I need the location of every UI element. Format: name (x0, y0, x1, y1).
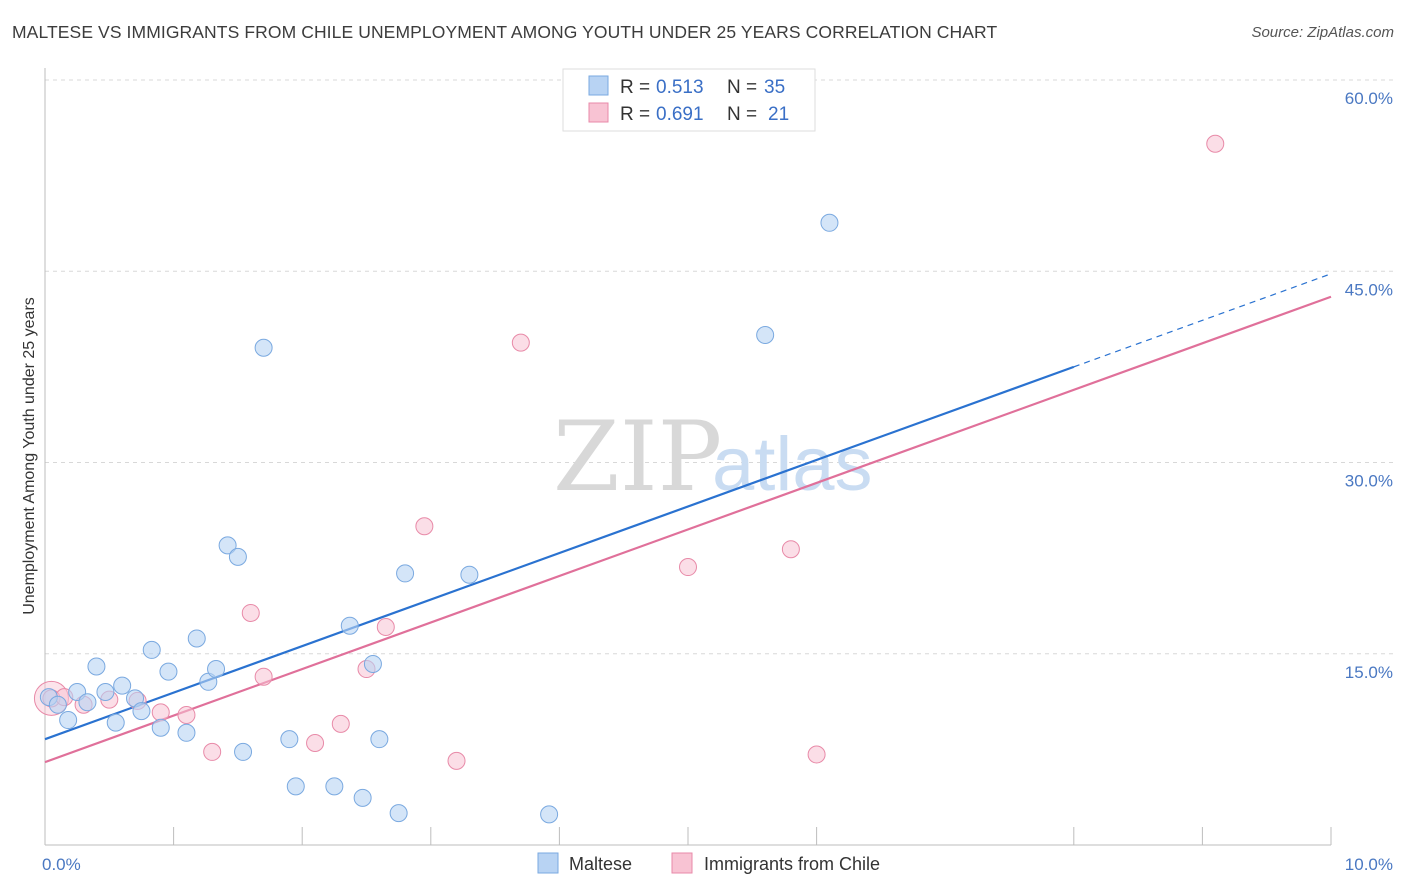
data-point-chile (679, 558, 697, 577)
data-point-maltese (286, 777, 305, 796)
source-credit: Source: ZipAtlas.com (1251, 24, 1394, 41)
data-point-maltese (159, 662, 178, 681)
data-point-maltese (78, 693, 97, 712)
data-point-maltese (228, 547, 247, 566)
data-point-maltese (142, 640, 161, 659)
data-point-maltese (396, 564, 415, 583)
legend-r-value: 0.513 (656, 77, 704, 98)
data-point-maltese (59, 711, 78, 730)
data-points (33, 134, 1225, 824)
data-point-maltese (389, 804, 408, 823)
data-point-maltese (96, 683, 115, 701)
legend-n-label: N = (727, 104, 757, 125)
bottom-legend-swatch-chile (671, 852, 693, 874)
data-point-maltese (353, 788, 372, 807)
data-point-maltese (820, 213, 839, 232)
data-point-maltese (48, 695, 67, 714)
data-point-maltese (113, 676, 132, 695)
data-point-maltese (254, 338, 273, 357)
data-point-maltese (460, 565, 479, 584)
legend-r-label: R = (620, 77, 650, 98)
data-point-maltese (187, 629, 206, 648)
data-point-maltese (280, 730, 299, 749)
trend-line-maltese-extension (1073, 273, 1332, 368)
x-tick-label: 0.0% (42, 855, 81, 874)
legend-n-value: 35 (764, 77, 785, 98)
legend-r-value: 0.691 (656, 104, 704, 125)
y-tick-label: 15.0% (1345, 663, 1393, 682)
data-point-maltese (218, 536, 237, 555)
y-tick-labels: 15.0% 30.0% 45.0% 60.0% (1345, 89, 1393, 682)
grid-lines (45, 79, 1395, 655)
watermark-zip: ZIP (553, 401, 722, 513)
data-point-maltese (177, 723, 196, 742)
legend-n-value: 21 (768, 104, 789, 125)
data-point-chile (241, 603, 260, 622)
legend-swatch-chile (588, 102, 609, 123)
x-tick-label: 10.0% (1345, 855, 1393, 874)
x-tick-labels: 0.0% 10.0% (42, 855, 1393, 874)
bottom-legend: Maltese Immigrants from Chile (537, 852, 880, 874)
y-tick-label: 30.0% (1345, 472, 1393, 491)
data-point-chile (781, 540, 800, 559)
chart-title: MALTESE VS IMMIGRANTS FROM CHILE UNEMPLO… (12, 22, 998, 42)
y-axis-label: Unemployment Among Youth under 25 years (21, 297, 38, 615)
data-point-chile (151, 703, 170, 722)
data-point-maltese (207, 660, 226, 679)
data-point-maltese (106, 713, 125, 732)
legend-swatch-maltese (588, 75, 609, 96)
bottom-legend-label-maltese: Maltese (569, 854, 632, 874)
y-tick-label: 60.0% (1345, 89, 1393, 108)
data-point-maltese (370, 730, 389, 749)
data-point-chile (177, 705, 196, 724)
data-point-chile (203, 742, 222, 761)
data-point-maltese (151, 718, 170, 737)
bottom-legend-label-chile: Immigrants from Chile (704, 854, 880, 874)
data-point-chile (254, 667, 273, 686)
data-point-maltese (132, 702, 151, 721)
trend-lines (44, 273, 1332, 764)
data-point-chile (331, 714, 350, 733)
axes (44, 68, 1332, 846)
trend-line-chile (44, 295, 1332, 764)
data-point-maltese (756, 326, 775, 344)
bottom-legend-swatch-maltese (537, 852, 559, 874)
data-point-chile (511, 333, 530, 352)
y-tick-label: 45.0% (1345, 280, 1393, 299)
data-point-maltese (325, 777, 344, 796)
data-point-maltese (87, 657, 106, 676)
data-point-chile (415, 517, 434, 536)
data-point-maltese (340, 616, 359, 635)
legend: R = 0.513 N = 35 R = 0.691 N = 21 (562, 68, 816, 132)
legend-r-label: R = (620, 104, 650, 125)
data-point-chile (447, 751, 466, 770)
data-point-chile (1206, 134, 1225, 153)
legend-n-label: N = (727, 77, 757, 98)
watermark-atlas: atlas (712, 422, 873, 507)
data-point-chile (807, 745, 826, 764)
data-point-maltese (363, 654, 382, 673)
data-point-chile (306, 734, 325, 752)
data-point-chile (376, 617, 395, 636)
data-point-maltese (234, 742, 253, 761)
data-point-maltese (540, 805, 559, 824)
